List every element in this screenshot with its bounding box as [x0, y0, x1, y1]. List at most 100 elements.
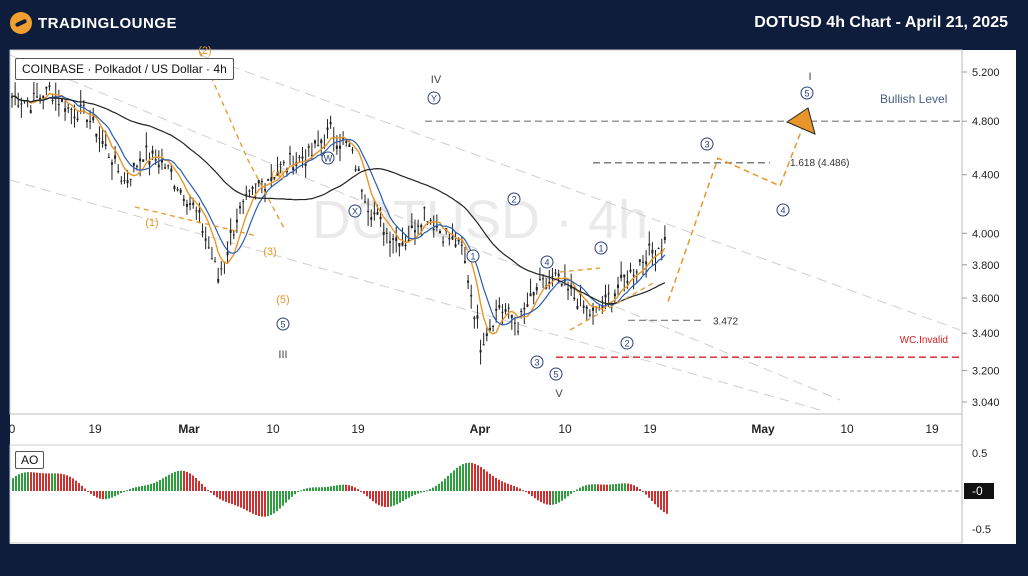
candle-body — [298, 156, 301, 158]
candle-body — [339, 145, 341, 149]
ao-bar — [360, 491, 362, 492]
candle-body — [482, 344, 485, 346]
candle-body — [360, 190, 363, 192]
ao-bar — [99, 491, 101, 499]
candle-body — [473, 317, 476, 320]
candle-body — [251, 187, 254, 189]
ao-bar — [603, 484, 605, 491]
ao-bar — [627, 483, 629, 491]
candle-body — [242, 201, 245, 203]
ao-bar — [285, 491, 287, 503]
candle-body — [98, 137, 101, 139]
candle-body — [145, 145, 148, 148]
symbol-legend[interactable]: COINBASE · Polkadot / US Dollar · 4h — [15, 58, 234, 80]
candle-body — [657, 247, 660, 249]
wave-label-circle — [348, 204, 362, 218]
ao-bar — [615, 483, 617, 491]
ao-bar — [465, 463, 467, 491]
ao-bar — [180, 470, 182, 491]
candle-body — [542, 278, 545, 280]
candle-body — [460, 244, 463, 246]
candle-body — [307, 146, 310, 148]
wave-label-circle — [321, 151, 335, 165]
candle-body — [276, 172, 279, 176]
ao-bar — [222, 491, 224, 501]
ao-bar — [60, 473, 62, 491]
ao-bar — [483, 469, 485, 491]
candle-body — [82, 104, 85, 106]
ao-bar — [21, 473, 23, 491]
ao-legend[interactable]: AO — [15, 451, 45, 469]
candle-body — [479, 350, 482, 353]
moving-average-line — [11, 95, 666, 305]
ao-bar — [36, 472, 38, 491]
level-label: Bullish Level — [880, 92, 947, 106]
ao-bar — [183, 470, 185, 491]
ao-bar — [528, 491, 530, 494]
candle-body — [270, 177, 273, 181]
candle-body — [73, 116, 76, 119]
candle-body — [279, 163, 282, 165]
ao-bar — [417, 491, 419, 494]
ao-bar — [96, 491, 98, 498]
wave-label: 1 — [598, 244, 603, 254]
ao-bar — [294, 491, 296, 495]
candle-body — [426, 221, 429, 223]
ao-bar — [300, 490, 302, 492]
candle-body — [442, 241, 445, 243]
candle-body — [492, 326, 495, 328]
price-candles — [11, 81, 666, 365]
wave-label: 3 — [534, 358, 539, 368]
candle-body — [420, 224, 423, 228]
candle-body — [423, 207, 426, 209]
ao-bar — [408, 491, 410, 498]
ao-bar — [471, 462, 473, 491]
ao-bar — [42, 473, 44, 491]
candle-body — [663, 236, 666, 240]
levels-layer: Bullish Level 1.618 (4.486) 3.472 WC.Invali… — [425, 92, 962, 358]
ao-bar — [252, 491, 254, 514]
ao-bar — [654, 491, 656, 505]
ao-bar — [240, 491, 242, 508]
ao-bar — [513, 485, 515, 491]
ao-bar — [432, 487, 434, 491]
ao-bar — [276, 491, 278, 512]
ao-bar — [18, 474, 20, 491]
ao-bar — [396, 491, 398, 505]
ao-bar — [657, 491, 659, 508]
candle-body — [235, 219, 238, 223]
candle-body — [407, 239, 410, 242]
ao-bar — [480, 467, 482, 491]
candle-body — [304, 163, 307, 166]
wave-label: 2 — [624, 339, 629, 349]
candle-body — [429, 219, 432, 221]
ao-bar — [564, 491, 566, 499]
ao-bar — [576, 489, 578, 491]
ao-bar — [639, 489, 641, 491]
ao-bar — [561, 491, 563, 501]
ao-bar — [312, 487, 314, 491]
ao-bar — [39, 472, 41, 491]
candle-body — [538, 279, 541, 281]
x-tick-label: Mar — [178, 422, 200, 436]
ao-bar — [447, 475, 449, 491]
ao-bar — [555, 491, 557, 504]
ao-bar — [366, 491, 368, 497]
brand-logo[interactable]: TRADINGLOUNGE — [10, 10, 177, 36]
ao-bar — [219, 491, 221, 500]
candle-body — [48, 85, 51, 88]
ao-bar — [48, 473, 50, 491]
candle-body — [292, 167, 295, 171]
candle-body — [454, 244, 457, 247]
candle-body — [198, 209, 201, 213]
candle-body — [257, 180, 260, 184]
candle-body — [520, 310, 523, 312]
candle-body — [273, 177, 276, 179]
candle-body — [129, 178, 132, 180]
candle-body — [532, 291, 535, 296]
ao-bar — [540, 491, 542, 503]
candle-body — [495, 308, 498, 311]
candle-body — [229, 229, 232, 233]
candle-body — [189, 203, 192, 205]
